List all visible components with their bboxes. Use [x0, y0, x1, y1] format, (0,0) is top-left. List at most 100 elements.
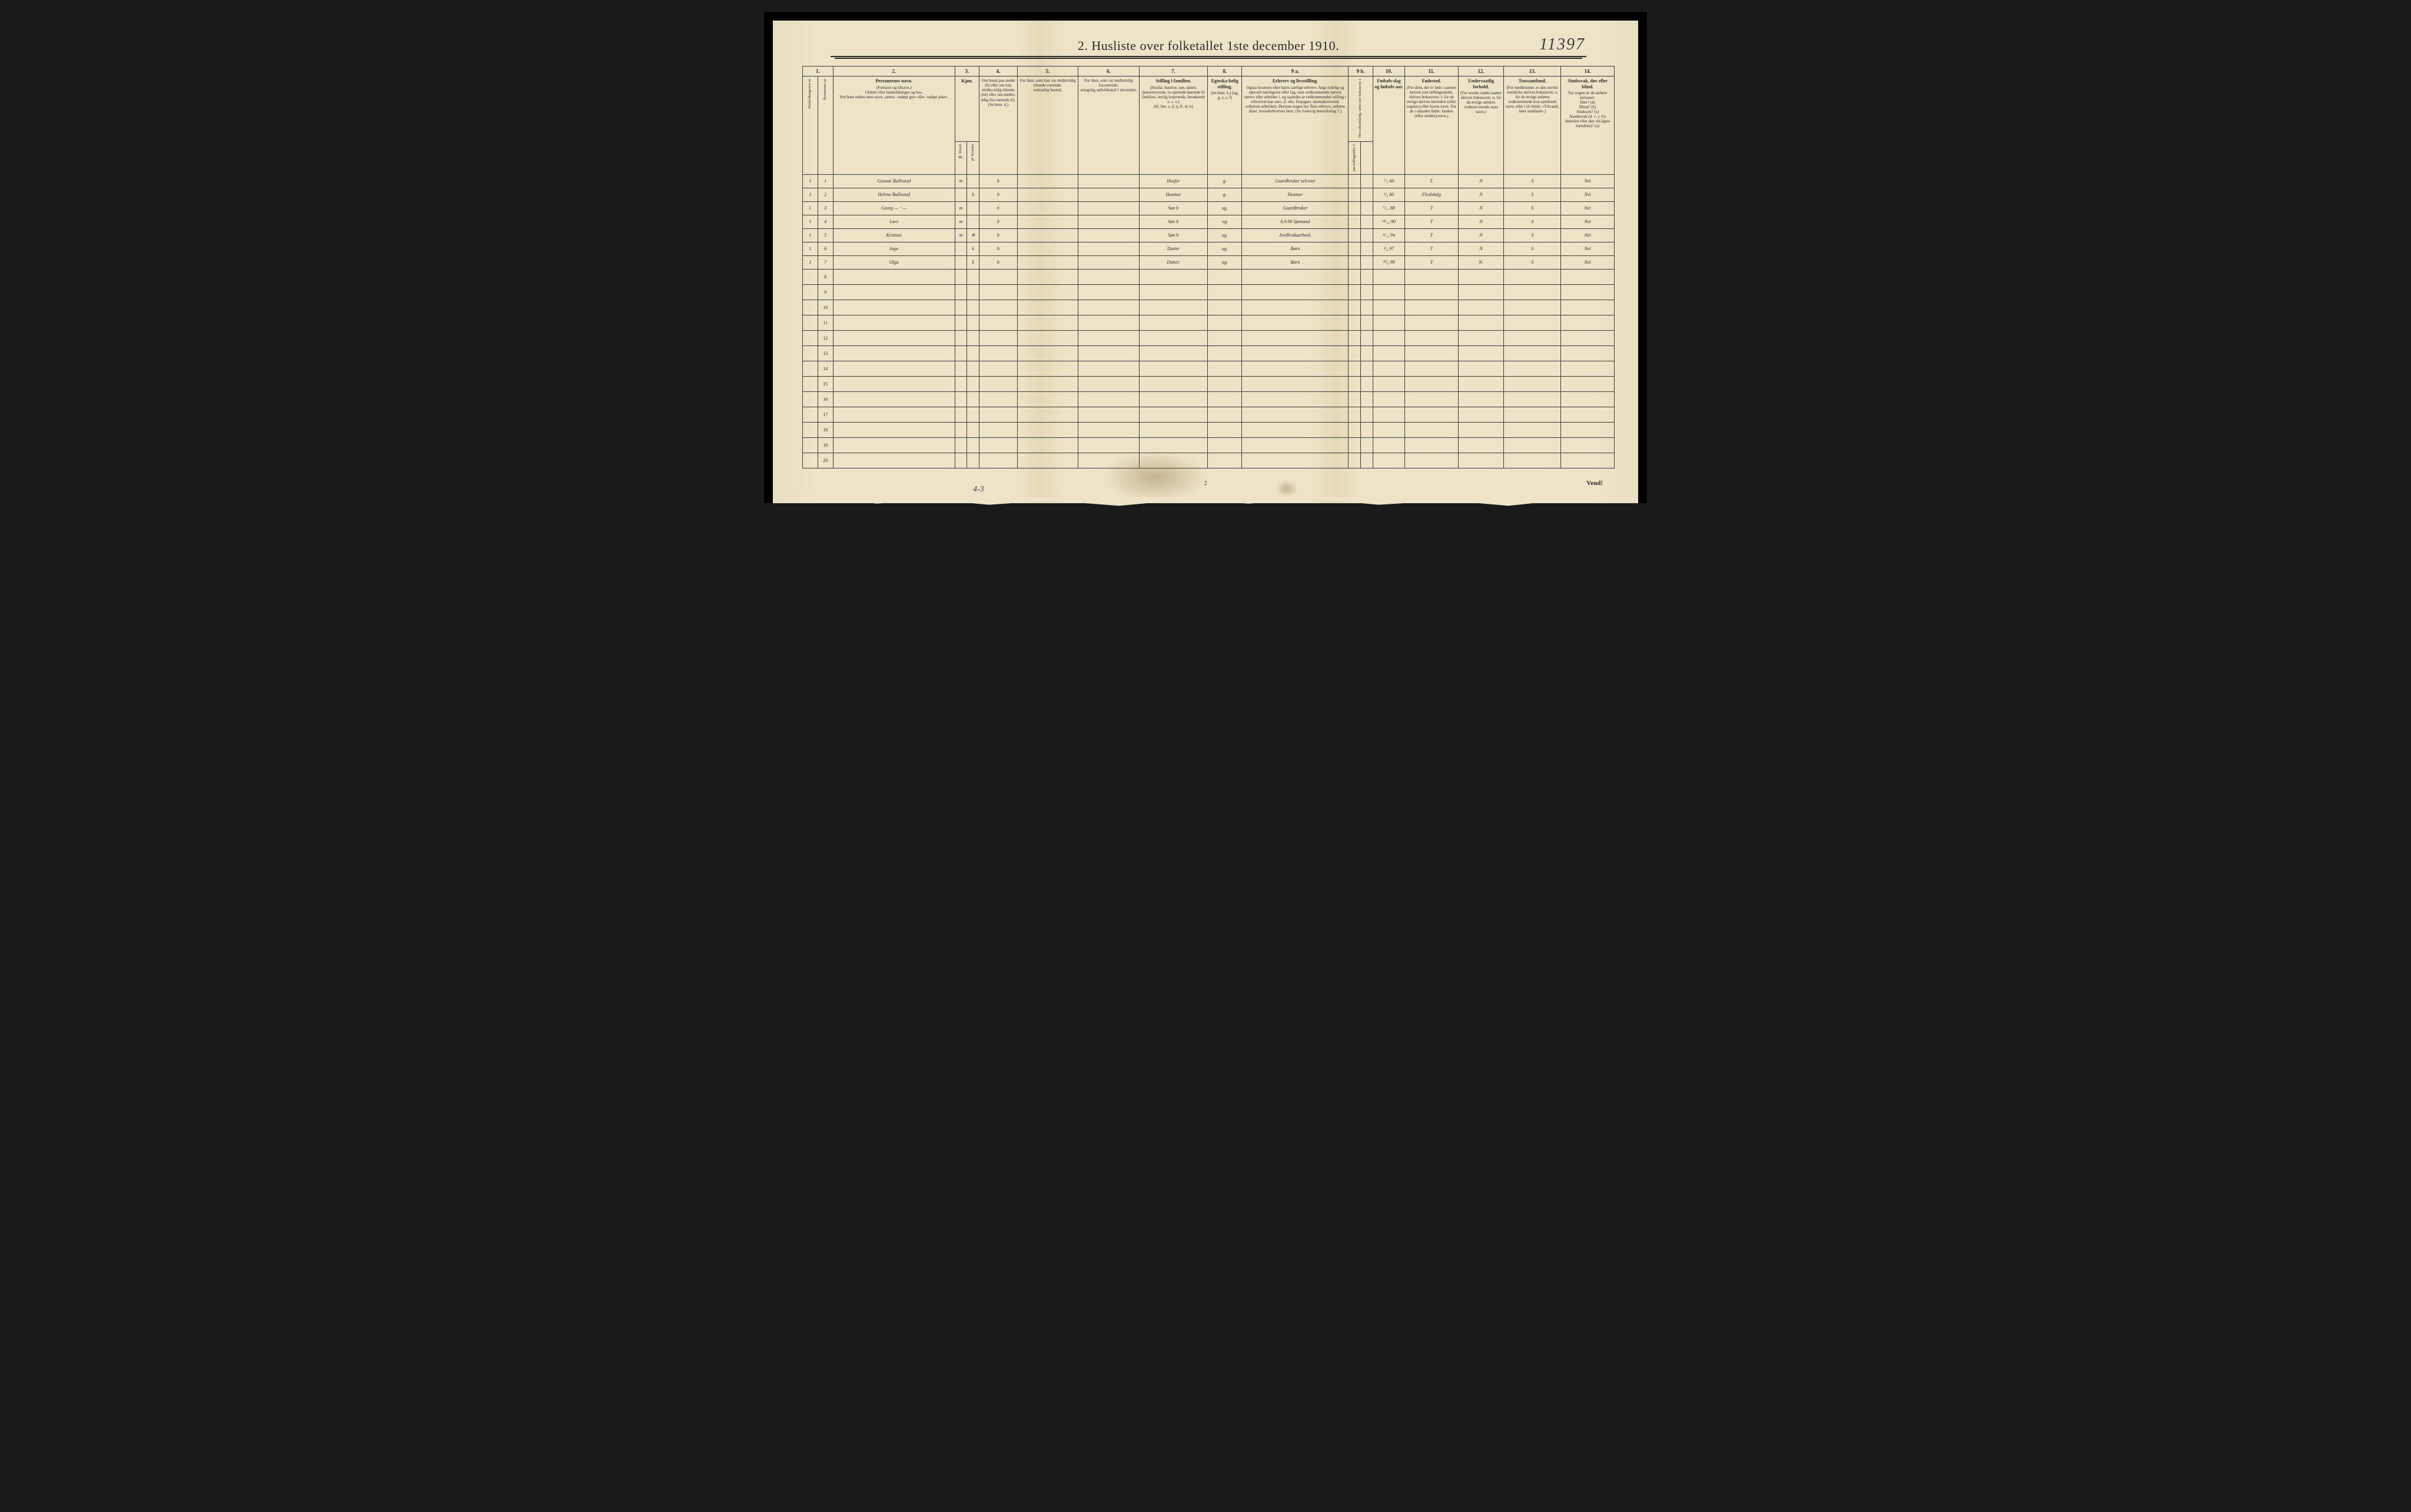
cell-mar: ug [1208, 215, 1242, 228]
cell-empty [1405, 376, 1459, 391]
cell-empty [1361, 330, 1373, 345]
cell-empty [1561, 376, 1615, 391]
table-row: 15Kristianm※bSøn bug.Jordbruksarbeid.⁴/₁… [803, 228, 1615, 242]
cell-empty [1504, 376, 1561, 391]
table-row-empty: 18 [803, 422, 1615, 437]
cell-empty [1405, 391, 1459, 407]
cell-empty [1139, 315, 1207, 330]
cell-fam: Datter. [1139, 255, 1207, 269]
cell-empty [1208, 453, 1242, 468]
cell-empty [1078, 437, 1139, 453]
cell-empty [955, 422, 967, 437]
table-row-empty: 8 [803, 269, 1615, 284]
cell-c5 [1017, 255, 1078, 269]
cell-empty [1373, 284, 1404, 300]
cell-name: Lars [833, 215, 955, 228]
cell-empty [1458, 269, 1504, 284]
footer-handwritten-mark: 4-3 [973, 485, 984, 494]
cell-fam: Søn b [1139, 215, 1207, 228]
table-row-empty: 19 [803, 437, 1615, 453]
cell-empty [1373, 422, 1404, 437]
cell-empty [1139, 300, 1207, 315]
cell-name: Gunnar Ballestad [833, 174, 955, 188]
cell-k: k [967, 242, 979, 255]
cell-empty: 13 [818, 345, 833, 361]
cell-m [955, 242, 967, 255]
cell-empty [833, 284, 955, 300]
cell-k [967, 174, 979, 188]
cell-mar: ug. [1208, 255, 1242, 269]
cell-empty [967, 284, 979, 300]
subheader-cell: paa tællingstiden: l. [1349, 141, 1361, 174]
column-number-cell: 13. [1504, 67, 1561, 77]
cell-pn: 2 [818, 188, 833, 201]
cell-fam: Søn b [1139, 228, 1207, 242]
cell-empty [1208, 391, 1242, 407]
cell-res: b [979, 215, 1018, 228]
cell-empty [803, 284, 818, 300]
census-table: 1.2.3.4.5.6.7.8.9 a.9 b.10.11.12.13.14. … [802, 66, 1615, 468]
cell-hh: 1 [803, 215, 818, 228]
cell-empty [803, 300, 818, 315]
cell-empty [1017, 315, 1078, 330]
cell-c6 [1078, 228, 1139, 242]
cell-empty [1373, 391, 1404, 407]
cell-empty [1361, 269, 1373, 284]
cell-empty [1139, 376, 1207, 391]
header-cell: Sindssvak, døv eller blind.Var nogen av … [1561, 77, 1615, 174]
cell-occ: 6.9.00 Sjømand [1242, 215, 1349, 228]
cell-empty [833, 361, 955, 376]
cell-empty [1361, 391, 1373, 407]
torn-edge [773, 497, 1638, 508]
cell-empty [967, 407, 979, 422]
subheader-cell: Mænd.m. [955, 141, 967, 174]
cell-empty [1349, 269, 1361, 284]
title-underline [831, 56, 1586, 57]
cell-res: b [979, 188, 1018, 201]
cell-empty [1017, 453, 1078, 468]
cell-dis: Nei [1561, 188, 1615, 201]
document-title: 2. Husliste over folketallet 1ste decemb… [1078, 38, 1339, 53]
cell-empty [1458, 330, 1504, 345]
header-cell: Erhverv og livsstilling.Ogsaa husmors el… [1242, 77, 1349, 174]
cell-l2 [1361, 228, 1373, 242]
table-row-empty: 16 [803, 391, 1615, 407]
cell-empty [1349, 300, 1361, 315]
cell-empty [1361, 376, 1373, 391]
cell-empty [1017, 422, 1078, 437]
cell-empty [1504, 391, 1561, 407]
cell-empty [955, 437, 967, 453]
header-cell: Undersaatlig forhold.(For norske under-s… [1458, 77, 1504, 174]
cell-empty [955, 407, 967, 422]
header-cell: Hvis arbeidsledig, sættes her bokstaven:… [1349, 77, 1373, 141]
cell-empty [1242, 315, 1349, 330]
cell-empty [1504, 437, 1561, 453]
cell-l1 [1349, 188, 1361, 201]
cell-empty [803, 453, 818, 468]
cell-empty [967, 330, 979, 345]
cell-l2 [1361, 201, 1373, 215]
cell-empty [1017, 300, 1078, 315]
cell-dob: ²⁹/₅ 99 [1373, 255, 1404, 269]
cell-empty [1405, 330, 1459, 345]
cell-empty [1242, 284, 1349, 300]
cell-empty [967, 315, 979, 330]
cell-empty: 11 [818, 315, 833, 330]
column-number-cell: 7. [1139, 67, 1207, 77]
cell-mar: g. [1208, 174, 1242, 188]
cell-empty [1405, 407, 1459, 422]
cell-empty [1561, 315, 1615, 330]
cell-mar: g. [1208, 188, 1242, 201]
cell-empty [955, 300, 967, 315]
cell-rel: S [1504, 255, 1561, 269]
cell-c6 [1078, 215, 1139, 228]
paper-stain [1275, 480, 1299, 497]
cell-empty [1361, 315, 1373, 330]
cell-empty [1078, 422, 1139, 437]
cell-empty [955, 361, 967, 376]
cell-dis: Nei [1561, 242, 1615, 255]
cell-nat: N [1458, 242, 1504, 255]
cell-empty [1561, 453, 1615, 468]
cell-empty [833, 422, 955, 437]
cell-empty [1017, 345, 1078, 361]
